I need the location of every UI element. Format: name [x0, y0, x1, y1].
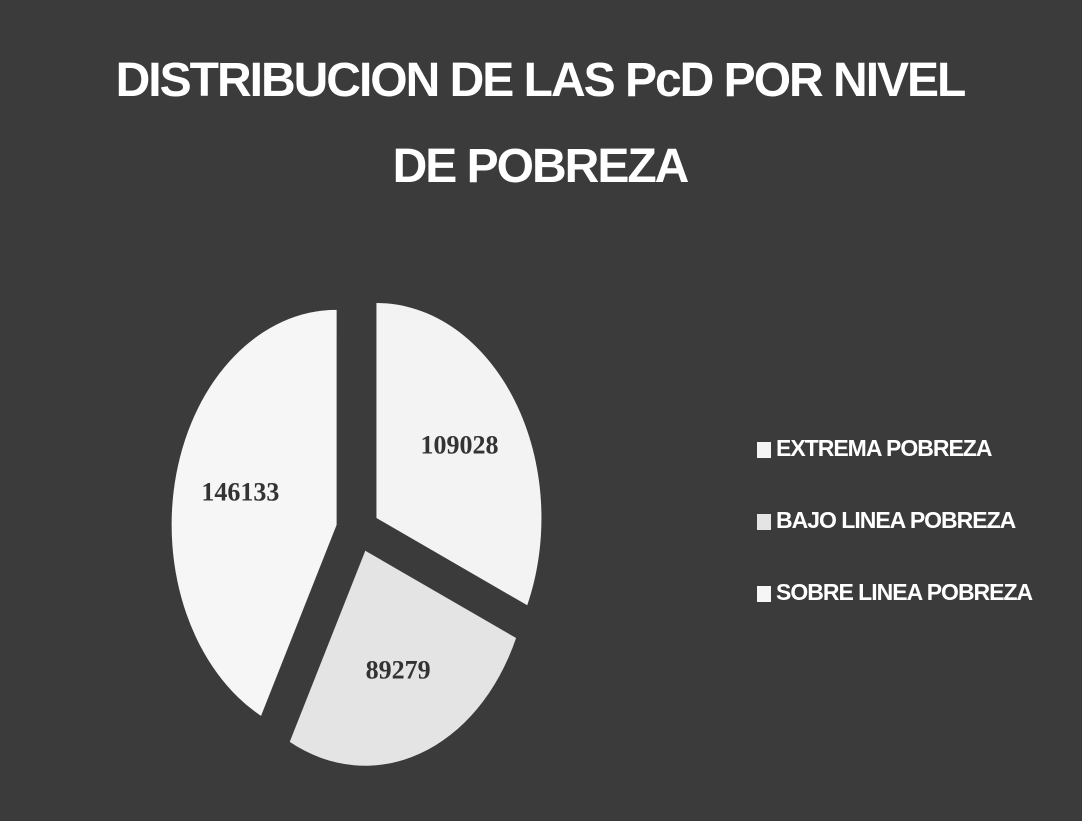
legend-marker	[757, 586, 771, 602]
value-label: 89279	[366, 655, 431, 684]
value-label: 109028	[420, 431, 498, 460]
value-label: 146133	[201, 477, 279, 506]
legend-label: EXTREMA POBREZA	[776, 435, 992, 461]
legend-label: SOBRE LINEA POBREZA	[776, 579, 1033, 605]
pie-slice	[171, 309, 337, 716]
legend-marker	[757, 442, 771, 458]
pie-slice	[376, 303, 542, 606]
legend-label: BAJO LINEA POBREZA	[776, 507, 1016, 533]
legend-marker	[757, 514, 771, 530]
pie-slice	[289, 550, 517, 766]
chart-title: DISTRIBUCION DE LAS PcD POR NIVEL DE POB…	[115, 54, 967, 193]
